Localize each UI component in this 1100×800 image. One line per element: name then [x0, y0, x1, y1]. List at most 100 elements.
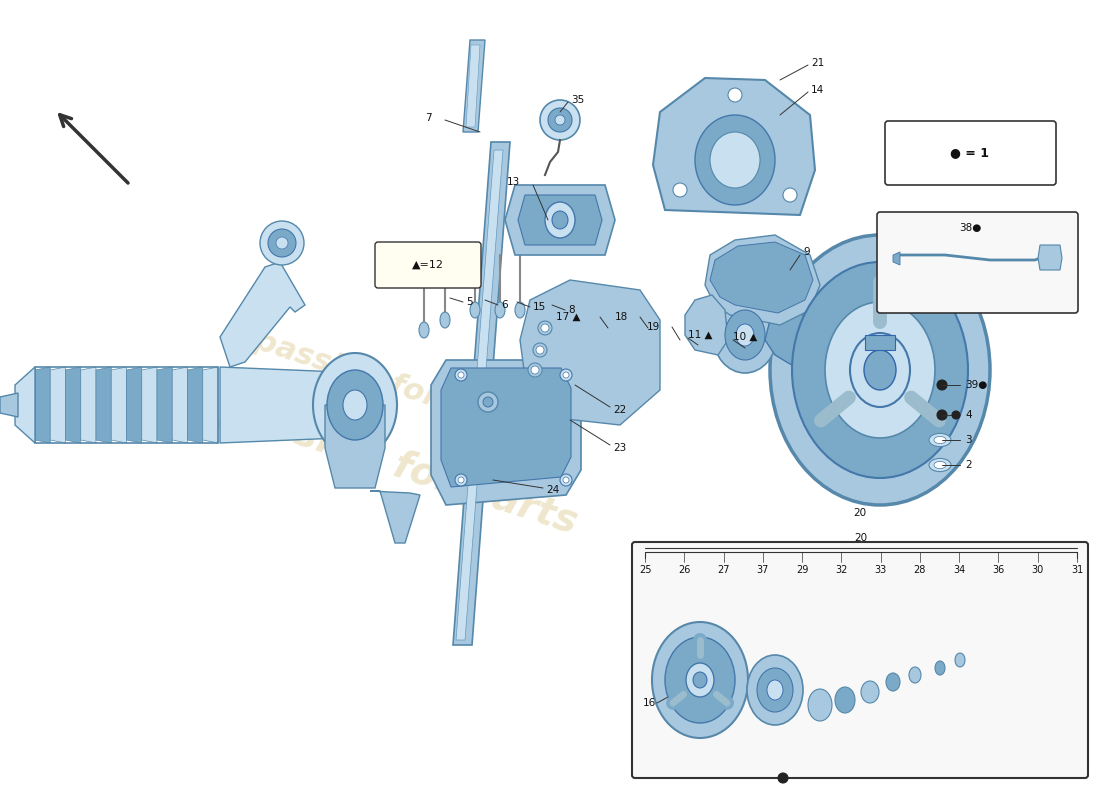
Ellipse shape — [563, 372, 569, 378]
Polygon shape — [463, 40, 485, 132]
Ellipse shape — [952, 411, 960, 419]
Polygon shape — [15, 367, 35, 443]
Polygon shape — [431, 360, 581, 505]
Ellipse shape — [935, 661, 945, 675]
Text: 10 ▲: 10 ▲ — [733, 332, 758, 342]
Ellipse shape — [693, 672, 707, 688]
Ellipse shape — [458, 477, 464, 483]
Ellipse shape — [728, 88, 743, 102]
Ellipse shape — [934, 462, 946, 469]
Ellipse shape — [268, 229, 296, 257]
Polygon shape — [66, 367, 80, 443]
Ellipse shape — [534, 343, 547, 357]
Text: 16: 16 — [644, 698, 657, 708]
Polygon shape — [187, 367, 202, 443]
Polygon shape — [142, 367, 157, 443]
Text: 21: 21 — [811, 58, 824, 68]
Ellipse shape — [686, 663, 714, 697]
Polygon shape — [520, 280, 660, 425]
Ellipse shape — [850, 333, 910, 407]
Ellipse shape — [419, 322, 429, 338]
Ellipse shape — [538, 321, 552, 335]
Text: a passion for parts: a passion for parts — [221, 316, 539, 444]
Text: 8: 8 — [568, 305, 574, 315]
Ellipse shape — [937, 380, 947, 390]
Text: 9: 9 — [803, 247, 810, 257]
Polygon shape — [202, 367, 218, 443]
Text: ● = 1: ● = 1 — [950, 146, 990, 159]
Ellipse shape — [770, 235, 990, 505]
Ellipse shape — [455, 474, 468, 486]
Ellipse shape — [560, 369, 572, 381]
Text: 6: 6 — [500, 300, 507, 310]
Polygon shape — [653, 78, 815, 215]
Ellipse shape — [886, 673, 900, 691]
Polygon shape — [705, 235, 820, 325]
Text: 39●: 39● — [965, 380, 988, 390]
Polygon shape — [466, 45, 480, 127]
Text: 22: 22 — [613, 405, 626, 415]
Ellipse shape — [343, 390, 367, 420]
Ellipse shape — [536, 346, 544, 354]
Ellipse shape — [713, 297, 777, 373]
Polygon shape — [893, 252, 900, 265]
Text: 4: 4 — [965, 410, 971, 420]
Polygon shape — [441, 368, 571, 487]
Polygon shape — [0, 393, 18, 417]
Text: 31: 31 — [1071, 565, 1083, 575]
Polygon shape — [505, 185, 615, 255]
Polygon shape — [456, 150, 503, 640]
Ellipse shape — [314, 353, 397, 457]
Ellipse shape — [825, 302, 935, 438]
Ellipse shape — [495, 302, 505, 318]
Ellipse shape — [725, 310, 764, 360]
Text: 32: 32 — [835, 565, 848, 575]
Ellipse shape — [541, 324, 549, 332]
Text: 19: 19 — [647, 322, 660, 332]
Ellipse shape — [747, 655, 803, 725]
Text: 20: 20 — [854, 508, 867, 518]
Polygon shape — [80, 367, 96, 443]
Polygon shape — [865, 335, 895, 350]
Text: 28: 28 — [914, 565, 926, 575]
Text: 35: 35 — [571, 95, 584, 105]
Ellipse shape — [955, 653, 965, 667]
Ellipse shape — [458, 372, 464, 378]
Ellipse shape — [736, 324, 754, 346]
Ellipse shape — [440, 312, 450, 328]
Text: 25: 25 — [639, 565, 651, 575]
Text: 36: 36 — [992, 565, 1004, 575]
Ellipse shape — [778, 773, 788, 783]
Text: 11 ▲: 11 ▲ — [688, 330, 713, 340]
Ellipse shape — [930, 434, 952, 446]
Polygon shape — [173, 367, 187, 443]
Polygon shape — [453, 142, 510, 645]
Ellipse shape — [835, 687, 855, 713]
Ellipse shape — [864, 350, 896, 390]
Text: 13: 13 — [507, 177, 520, 187]
Polygon shape — [220, 262, 305, 367]
Ellipse shape — [757, 668, 793, 712]
Text: 30: 30 — [1032, 565, 1044, 575]
FancyBboxPatch shape — [886, 121, 1056, 185]
Ellipse shape — [808, 689, 832, 721]
Ellipse shape — [652, 622, 748, 738]
Text: 2: 2 — [965, 460, 971, 470]
Text: 34: 34 — [953, 565, 966, 575]
Polygon shape — [324, 405, 385, 488]
Ellipse shape — [531, 366, 539, 374]
Ellipse shape — [544, 202, 575, 238]
Ellipse shape — [540, 100, 580, 140]
Polygon shape — [96, 367, 111, 443]
Text: 7: 7 — [426, 113, 432, 123]
Ellipse shape — [528, 363, 542, 377]
Text: 33: 33 — [874, 565, 887, 575]
Text: a passion for parts: a passion for parts — [178, 378, 582, 542]
Text: 14: 14 — [811, 85, 824, 95]
Text: 15: 15 — [534, 302, 547, 312]
Ellipse shape — [909, 667, 921, 683]
Text: 27: 27 — [717, 565, 729, 575]
FancyBboxPatch shape — [375, 242, 481, 288]
Polygon shape — [35, 367, 51, 443]
Ellipse shape — [695, 115, 776, 205]
